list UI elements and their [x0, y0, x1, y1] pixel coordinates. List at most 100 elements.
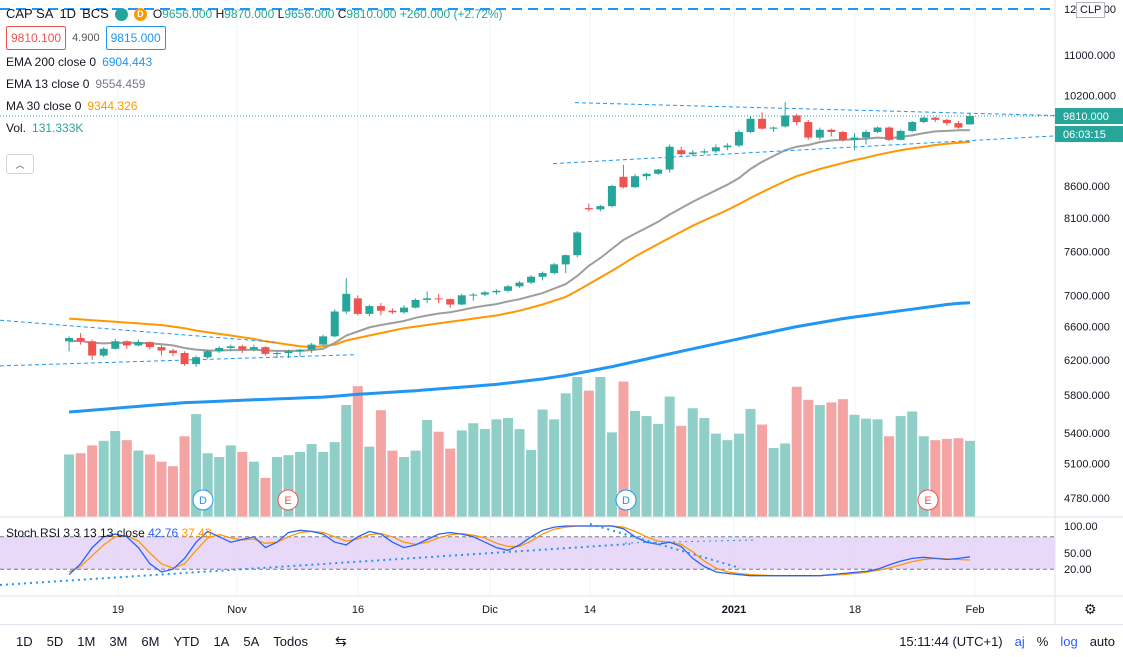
volume-bar [318, 451, 329, 517]
clock-label[interactable]: 15:11:44 (UTC+1) [899, 634, 1003, 649]
candle-body [654, 169, 663, 174]
candle-body [134, 342, 143, 346]
settings-icon: ⚙ [1084, 601, 1097, 617]
ask-price[interactable]: 9815.000 [105, 26, 166, 50]
candle-body [711, 147, 720, 152]
ema13-label[interactable]: EMA 13 close 0 [6, 77, 90, 91]
event-marker-label: E [924, 495, 931, 507]
market-status-icon[interactable] [114, 7, 128, 21]
candle-body [446, 299, 455, 305]
candle-body [515, 282, 524, 287]
volume-bar [653, 423, 664, 517]
candle-body [584, 208, 593, 210]
volume-bar [202, 453, 213, 517]
volume-bar [191, 414, 202, 517]
candle-body [919, 117, 928, 123]
countdown-text: 06:03:15 [1063, 129, 1106, 141]
ma30-label[interactable]: MA 30 close 0 [6, 99, 82, 113]
candle-body [642, 173, 651, 177]
volume-bar [387, 450, 398, 517]
volume-bar [479, 429, 490, 517]
channel-upper [574, 102, 1056, 117]
candle-body [99, 348, 108, 356]
volume-bar [861, 418, 872, 517]
log-toggle[interactable]: log [1060, 634, 1078, 649]
currency-badge[interactable]: CLP [1076, 2, 1106, 18]
interval-label[interactable]: 1D [59, 6, 77, 21]
volume-bar [75, 453, 86, 517]
adjust-toggle[interactable]: aj [1014, 634, 1025, 649]
channel-lower [552, 135, 1056, 165]
ema200-label[interactable]: EMA 200 close 0 [6, 55, 97, 69]
volume-bar [295, 451, 306, 517]
timeframe-6m[interactable]: 6M [141, 633, 160, 649]
timeframe-1m[interactable]: 1M [77, 633, 96, 649]
chart-legend: CAP SA 1D BCS D O9656.000 H9870.000 L965… [6, 4, 503, 138]
timeframe-5d[interactable]: 5D [46, 633, 64, 649]
volume-bar [791, 386, 802, 517]
candle-body [873, 127, 882, 132]
volume-bar [456, 430, 467, 517]
candle-body [238, 346, 247, 350]
stoch-label[interactable]: Stoch RSI 3 3 13 13 close [6, 526, 145, 540]
candle-body [76, 337, 85, 342]
symbol-name[interactable]: CAP SA [6, 6, 54, 21]
timeframe-todos[interactable]: Todos [273, 633, 308, 649]
candle-body [896, 130, 905, 140]
timeframe-3m[interactable]: 3M [109, 633, 128, 649]
event-marker-d [615, 489, 637, 511]
volume-bar [676, 425, 687, 517]
time-tick-label: Dic [482, 604, 498, 616]
volume-bar [445, 448, 456, 517]
price-tick-label: 7600.000 [1064, 247, 1110, 259]
candle-body [550, 264, 559, 274]
volume-bar [664, 396, 675, 517]
volume-bar [433, 431, 444, 517]
collapse-legend-icon[interactable]: ︿ [6, 154, 34, 174]
candle-body [665, 146, 674, 170]
volume-label[interactable]: Vol. [6, 121, 27, 135]
volume-bar [757, 424, 768, 517]
date-range-icon[interactable]: ⇆ [335, 633, 347, 649]
event-marker-e [917, 489, 939, 511]
volume-bar [537, 409, 548, 517]
candle-body [261, 347, 270, 354]
candle-body [503, 286, 512, 291]
candle-body [272, 353, 281, 355]
candle-body [365, 306, 374, 314]
timeframe-ytd[interactable]: YTD [173, 633, 200, 649]
candle-body [469, 294, 478, 296]
volume-bar [271, 457, 282, 517]
timeframe-5a[interactable]: 5A [243, 633, 260, 649]
volume-bar [941, 438, 952, 517]
candle-body [215, 347, 224, 352]
volume-bar [399, 457, 410, 517]
auto-toggle[interactable]: auto [1089, 634, 1115, 649]
bid-price[interactable]: 9810.100 [6, 26, 67, 50]
timeframe-buttons: 1D 5D 1M 3M 6M YTD 1A 5A Todos [16, 634, 322, 649]
volume-bar [352, 386, 363, 517]
candle-body [769, 127, 778, 129]
candle-body [908, 122, 917, 131]
candle-body [492, 290, 501, 293]
price-chart[interactable]: 11000.000 10200.000 8600.000 8100.000 7600.0… [0, 0, 1123, 624]
candle-body [296, 349, 305, 352]
ema200-value: 6904.443 [102, 55, 153, 69]
delayed-data-icon[interactable]: D [133, 7, 147, 21]
time-tick-label: Nov [227, 604, 247, 616]
percent-toggle[interactable]: % [1036, 634, 1049, 649]
volume-bar [953, 438, 964, 517]
candle-body [792, 115, 801, 123]
candle-body [631, 176, 640, 188]
price-tick-label: 7000.000 [1064, 290, 1110, 302]
event-marker-label: D [199, 495, 207, 507]
time-tick-label: 18 [849, 604, 861, 616]
candle-body [411, 299, 420, 308]
stoch-trend-line-2 [589, 523, 741, 569]
timeframe-1a[interactable]: 1A [213, 633, 230, 649]
volume-bar [872, 419, 883, 517]
candle-body [122, 341, 131, 346]
candle-body [157, 347, 166, 351]
volume-bar [283, 455, 294, 517]
timeframe-1d[interactable]: 1D [16, 633, 33, 649]
